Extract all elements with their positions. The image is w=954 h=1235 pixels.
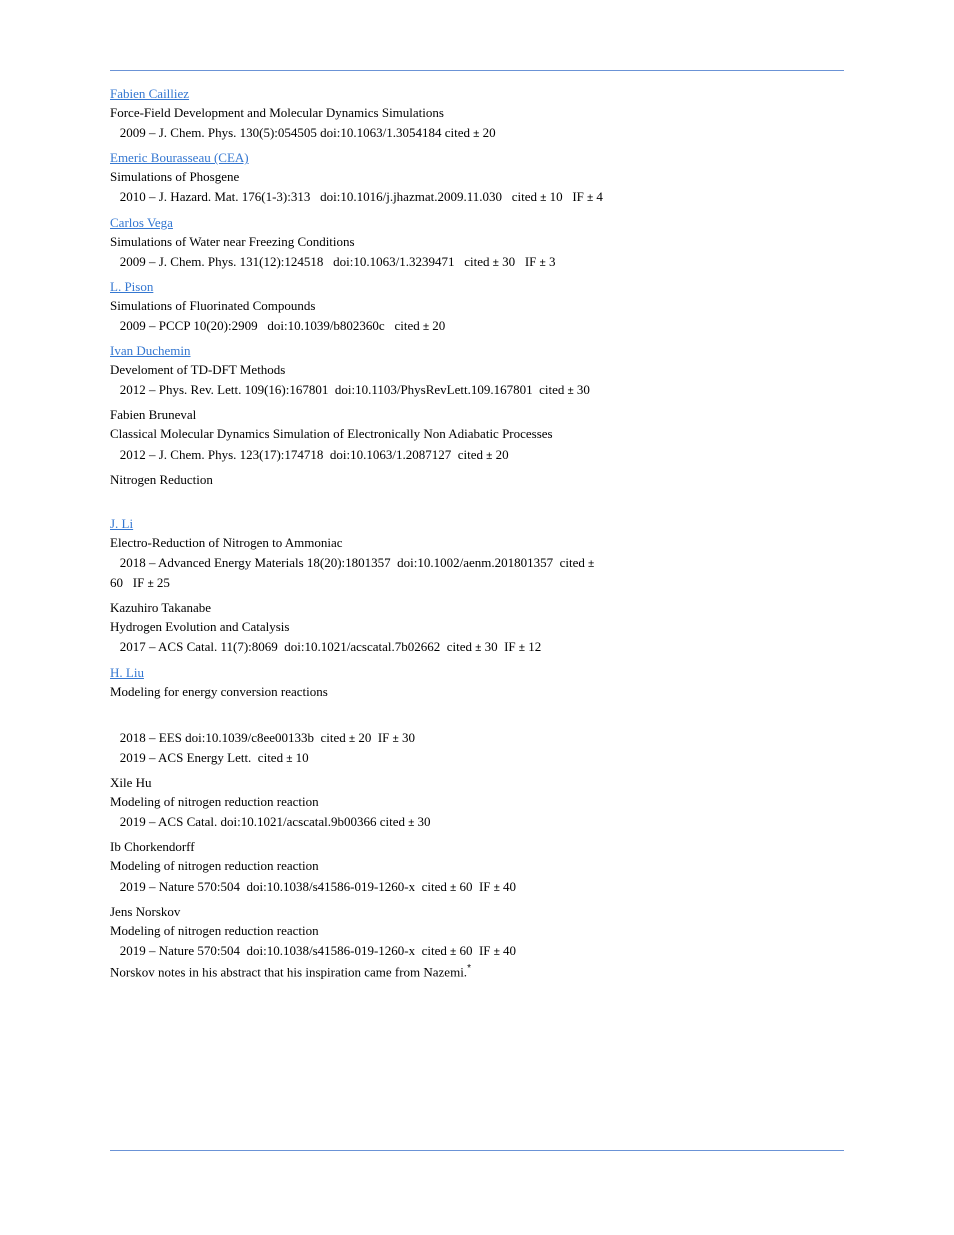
entry: Fabien Bruneval Classical Molecular Dynam… <box>110 406 844 464</box>
entry-line: 2009 – PCCP 10(20):2909 doi:10.1039/b802… <box>110 316 844 336</box>
entry-line: 2009 – J. Chem. Phys. 130(5):054505 doi:… <box>110 123 844 143</box>
entry-line: Simulations of Fluorinated Compounds <box>110 296 844 316</box>
author-link[interactable]: Emeric Bourasseau (CEA) <box>110 150 249 165</box>
entry-line: Simulations of Phosgene <box>110 167 844 187</box>
entry-line: 2009 – J. Chem. Phys. 131(12):124518 doi… <box>110 252 844 272</box>
entry-line: 2019 – ACS Catal. doi:10.1021/acscatal.9… <box>110 812 844 832</box>
author-link[interactable]: J. Li <box>110 516 133 531</box>
entry-line <box>110 702 844 722</box>
entry: Emeric Bourasseau (CEA) Simulations of Ph… <box>110 149 844 207</box>
entry-line: 2018 – EES doi:10.1039/c8ee00133b cited … <box>110 728 844 748</box>
entry: Xile Hu Modeling of nitrogen reduction re… <box>110 774 844 832</box>
entry-line: Norskov notes in his abstract that his i… <box>110 961 844 982</box>
entry-line: 2018 – Advanced Energy Materials 18(20):… <box>110 553 844 573</box>
author-link[interactable]: Ivan Duchemin <box>110 343 191 358</box>
author-link[interactable]: H. Liu <box>110 665 144 680</box>
entry: Kazuhiro Takanabe Hydrogen Evolution and … <box>110 599 844 657</box>
entry: L. Pison Simulations of Fluorinated Compo… <box>110 278 844 336</box>
entry: J. Li Electro-Reduction of Nitrogen to Am… <box>110 515 844 593</box>
entry: Carlos Vega Simulations of Water near Fre… <box>110 214 844 272</box>
entry-line: Simulations of Water near Freezing Condi… <box>110 232 844 252</box>
entry-line: 2012 – Phys. Rev. Lett. 109(16):167801 d… <box>110 380 844 400</box>
entry-line: Modeling of nitrogen reduction reaction <box>110 792 844 812</box>
section-heading: Fabien Bruneval <box>110 407 196 422</box>
entry: 2018 – EES doi:10.1039/c8ee00133b cited … <box>110 728 844 768</box>
entry-line <box>110 489 844 509</box>
entry-line: 2012 – J. Chem. Phys. 123(17):174718 doi… <box>110 445 844 465</box>
section-heading: Kazuhiro Takanabe <box>110 600 211 615</box>
section-heading: Jens Norskov <box>110 904 180 919</box>
bottom-rule <box>110 1150 844 1151</box>
entry-line: 2019 – Nature 570:504 doi:10.1038/s41586… <box>110 941 844 961</box>
author-link[interactable]: Carlos Vega <box>110 215 173 230</box>
entry-line: 2019 – Nature 570:504 doi:10.1038/s41586… <box>110 877 844 897</box>
entries-container: Fabien Cailliez Force-Field Development a… <box>110 85 844 988</box>
entry-line: Force-Field Development and Molecular Dy… <box>110 103 844 123</box>
entry-line: Classical Molecular Dynamics Simulation … <box>110 424 844 444</box>
entry-line: 2019 – ACS Energy Lett. cited ± 10 <box>110 748 844 768</box>
entry-line: Modeling of nitrogen reduction reaction <box>110 921 844 941</box>
entry-line: Modeling for energy conversion reactions <box>110 682 844 702</box>
entry: Ivan Duchemin Develoment of TD-DFT Method… <box>110 342 844 400</box>
entry: Ib Chorkendorff Modeling of nitrogen redu… <box>110 838 844 896</box>
entry: Jens Norskov Modeling of nitrogen reducti… <box>110 903 844 983</box>
entry: Nitrogen Reduction <box>110 471 844 509</box>
author-link[interactable]: Fabien Cailliez <box>110 86 189 101</box>
section-heading: Nitrogen Reduction <box>110 472 213 487</box>
section-heading: Xile Hu <box>110 775 152 790</box>
author-link[interactable]: L. Pison <box>110 279 153 294</box>
entry-line: 2017 – ACS Catal. 11(7):8069 doi:10.1021… <box>110 637 844 657</box>
entry-line: Hydrogen Evolution and Catalysis <box>110 617 844 637</box>
entry-line: Develoment of TD-DFT Methods <box>110 360 844 380</box>
entry: Fabien Cailliez Force-Field Development a… <box>110 85 844 143</box>
entry-line: 60 IF ± 25 <box>110 573 844 593</box>
entry: H. Liu Modeling for energy conversion rea… <box>110 664 844 722</box>
page: Fabien Cailliez Force-Field Development a… <box>0 0 954 1235</box>
top-rule <box>110 70 844 71</box>
entry-line: Modeling of nitrogen reduction reaction <box>110 856 844 876</box>
section-heading: Ib Chorkendorff <box>110 839 195 854</box>
entry-line: Electro-Reduction of Nitrogen to Ammonia… <box>110 533 844 553</box>
entry-line: 2010 – J. Hazard. Mat. 176(1-3):313 doi:… <box>110 187 844 207</box>
